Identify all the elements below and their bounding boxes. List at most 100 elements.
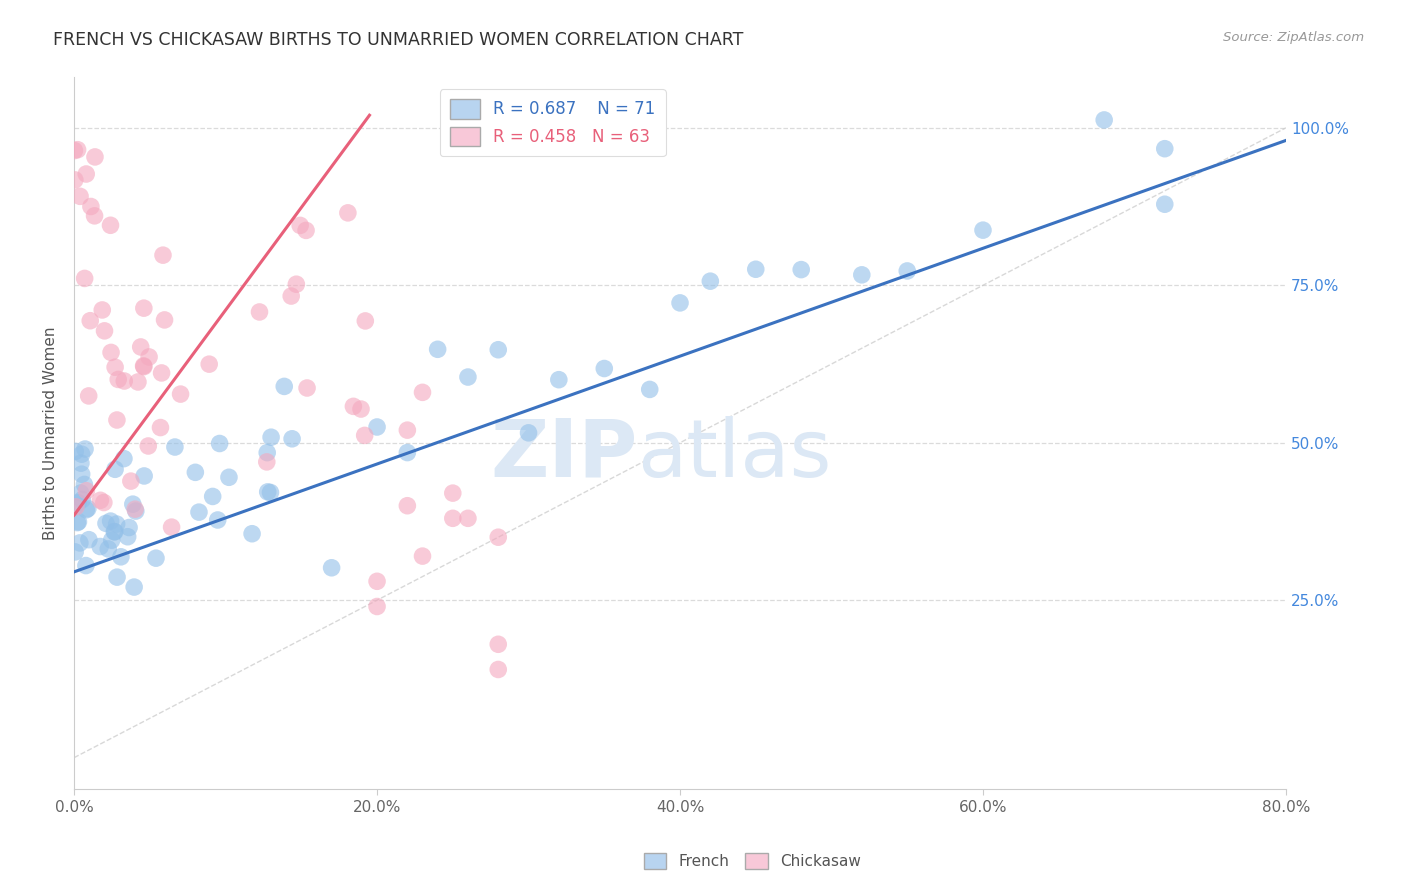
Text: atlas: atlas	[637, 416, 832, 493]
Point	[280, 289, 302, 303]
Point	[396, 499, 419, 513]
Point	[97, 541, 120, 556]
Point	[169, 387, 191, 401]
Point	[342, 400, 364, 414]
Point	[1092, 112, 1115, 127]
Point	[699, 274, 721, 288]
Point	[63, 173, 86, 187]
Point	[256, 455, 278, 469]
Point	[160, 520, 183, 534]
Point	[112, 451, 135, 466]
Point	[105, 517, 128, 532]
Point	[288, 219, 311, 233]
Point	[426, 343, 449, 357]
Point	[70, 447, 93, 461]
Point	[77, 533, 100, 547]
Point	[94, 516, 117, 531]
Point	[256, 445, 278, 459]
Point	[354, 314, 377, 328]
Point	[184, 466, 207, 480]
Point	[273, 379, 295, 393]
Point	[350, 402, 373, 417]
Point	[295, 223, 318, 237]
Point	[201, 490, 224, 504]
Point	[70, 492, 93, 507]
Point	[972, 223, 994, 237]
Point	[125, 504, 148, 518]
Point	[70, 456, 93, 470]
Point	[80, 199, 103, 213]
Point	[441, 486, 464, 500]
Point	[412, 385, 434, 400]
Point	[100, 533, 122, 548]
Point	[84, 150, 107, 164]
Point	[105, 413, 128, 427]
Point	[486, 343, 509, 357]
Point	[77, 389, 100, 403]
Point	[110, 549, 132, 564]
Point	[366, 599, 388, 614]
Point	[89, 540, 111, 554]
Point	[218, 470, 240, 484]
Point	[486, 530, 509, 544]
Point	[396, 445, 419, 459]
Point	[240, 526, 263, 541]
Point	[132, 301, 155, 315]
Point	[63, 545, 86, 559]
Point	[100, 514, 122, 528]
Point	[336, 206, 359, 220]
Point	[100, 345, 122, 359]
Point	[638, 383, 661, 397]
Point	[486, 663, 509, 677]
Point	[353, 428, 375, 442]
Point	[63, 500, 86, 514]
Point	[83, 209, 105, 223]
Point	[256, 484, 278, 499]
Point	[669, 296, 692, 310]
Point	[69, 486, 91, 500]
Point	[73, 477, 96, 491]
Point	[198, 357, 221, 371]
Point	[260, 430, 283, 444]
Point	[73, 271, 96, 285]
Point	[132, 359, 155, 373]
Text: Source: ZipAtlas.com: Source: ZipAtlas.com	[1223, 31, 1364, 45]
Point	[152, 248, 174, 262]
Point	[366, 574, 388, 589]
Point	[104, 524, 127, 539]
Point	[486, 637, 509, 651]
Point	[93, 495, 115, 509]
Point	[70, 467, 93, 482]
Point	[69, 189, 91, 203]
Point	[441, 511, 464, 525]
Point	[1153, 197, 1175, 211]
Point	[457, 370, 479, 384]
Point	[118, 520, 141, 534]
Point	[124, 502, 146, 516]
Text: FRENCH VS CHICKASAW BIRTHS TO UNMARRIED WOMEN CORRELATION CHART: FRENCH VS CHICKASAW BIRTHS TO UNMARRIED …	[53, 31, 744, 49]
Point	[851, 268, 873, 282]
Point	[65, 500, 87, 514]
Point	[117, 530, 139, 544]
Point	[67, 515, 90, 529]
Point	[122, 580, 145, 594]
Point	[593, 361, 616, 376]
Point	[100, 219, 122, 233]
Point	[163, 440, 186, 454]
Point	[105, 570, 128, 584]
Point	[93, 324, 115, 338]
Point	[66, 516, 89, 530]
Point	[89, 493, 111, 508]
Point	[517, 425, 540, 440]
Point	[321, 561, 343, 575]
Point	[75, 503, 97, 517]
Point	[67, 496, 90, 510]
Point	[896, 264, 918, 278]
Point	[281, 432, 304, 446]
Y-axis label: Births to Unmarried Women: Births to Unmarried Women	[44, 326, 58, 540]
Point	[396, 423, 419, 437]
Point	[547, 373, 569, 387]
Point	[120, 474, 142, 488]
Point	[207, 513, 229, 527]
Point	[366, 420, 388, 434]
